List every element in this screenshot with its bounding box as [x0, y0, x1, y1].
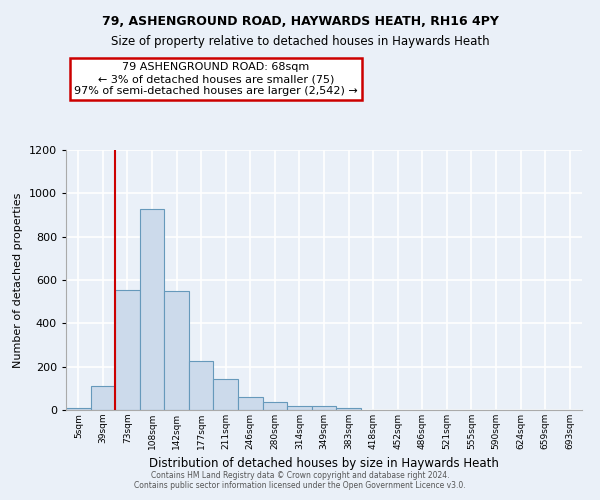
Text: Contains HM Land Registry data © Crown copyright and database right 2024.
Contai: Contains HM Land Registry data © Crown c… — [134, 470, 466, 490]
Bar — [66, 408, 91, 410]
Bar — [115, 290, 140, 410]
Bar — [336, 408, 361, 410]
X-axis label: Distribution of detached houses by size in Haywards Heath: Distribution of detached houses by size … — [149, 458, 499, 470]
Text: Size of property relative to detached houses in Haywards Heath: Size of property relative to detached ho… — [110, 35, 490, 48]
Text: 79, ASHENGROUND ROAD, HAYWARDS HEATH, RH16 4PY: 79, ASHENGROUND ROAD, HAYWARDS HEATH, RH… — [101, 15, 499, 28]
Y-axis label: Number of detached properties: Number of detached properties — [13, 192, 23, 368]
Text: 79 ASHENGROUND ROAD: 68sqm
← 3% of detached houses are smaller (75)
97% of semi-: 79 ASHENGROUND ROAD: 68sqm ← 3% of detac… — [74, 62, 358, 96]
Bar — [140, 208, 164, 410]
Bar — [164, 291, 189, 410]
Bar — [263, 402, 287, 410]
Bar — [189, 361, 214, 410]
Bar — [238, 397, 263, 410]
Bar — [91, 386, 115, 410]
Bar — [287, 406, 312, 410]
Bar — [214, 378, 238, 410]
Bar — [312, 406, 336, 410]
